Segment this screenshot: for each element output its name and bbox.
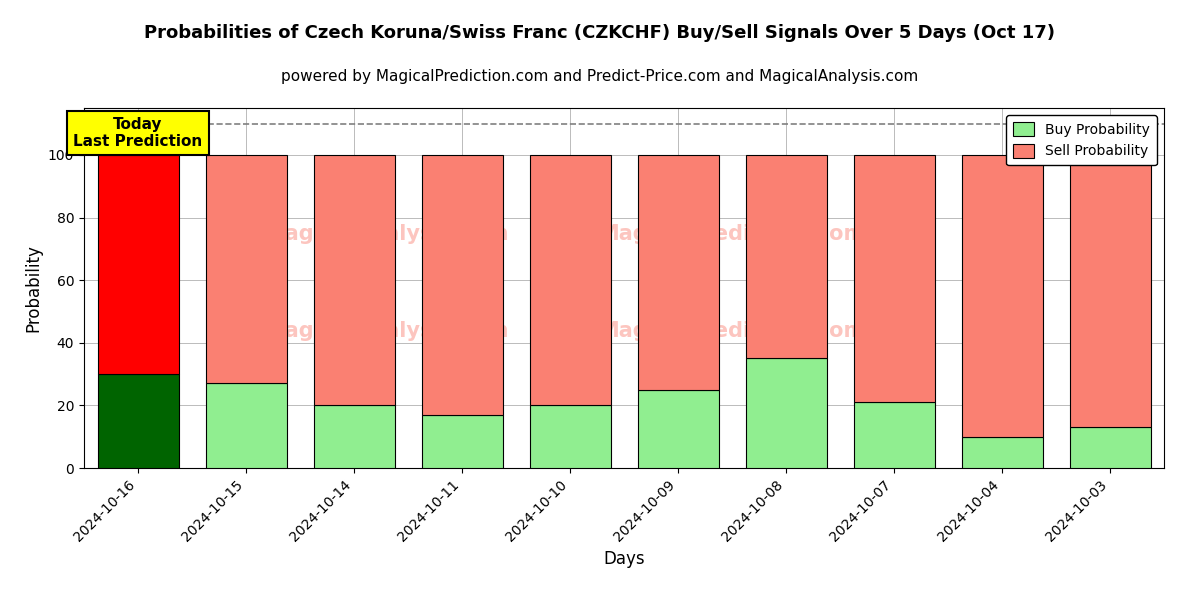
Bar (637, 390, 719, 468)
Bar (745, 358, 827, 468)
Text: Probabilities of Czech Koruna/Swiss Franc (CZKCHF) Buy/Sell Signals Over 5 Days : Probabilities of Czech Koruna/Swiss Fran… (144, 24, 1056, 42)
Text: MagicalPrediction.com: MagicalPrediction.com (599, 321, 865, 341)
Bar (421, 415, 503, 468)
Bar (205, 155, 287, 383)
X-axis label: Days: Days (604, 550, 644, 568)
Y-axis label: Probability: Probability (24, 244, 42, 332)
Text: MagicalAnalysis.com: MagicalAnalysis.com (264, 321, 509, 341)
Bar (313, 406, 395, 468)
Bar (529, 406, 611, 468)
Bar (745, 155, 827, 358)
Bar (1069, 427, 1151, 468)
Bar (529, 155, 611, 406)
Bar (1069, 155, 1151, 427)
Bar (421, 155, 503, 415)
Bar (961, 437, 1043, 468)
Text: MagicalAnalysis.com: MagicalAnalysis.com (264, 224, 509, 244)
Bar (853, 155, 935, 402)
Bar (853, 402, 935, 468)
Text: Today
Last Prediction: Today Last Prediction (73, 117, 203, 149)
Bar (97, 374, 179, 468)
Bar (205, 383, 287, 468)
Bar (313, 155, 395, 406)
Legend: Buy Probability, Sell Probability: Buy Probability, Sell Probability (1007, 115, 1157, 166)
Text: MagicalPrediction.com: MagicalPrediction.com (599, 224, 865, 244)
Text: powered by MagicalPrediction.com and Predict-Price.com and MagicalAnalysis.com: powered by MagicalPrediction.com and Pre… (281, 69, 919, 84)
Bar (97, 155, 179, 374)
Bar (637, 155, 719, 390)
Bar (961, 155, 1043, 437)
